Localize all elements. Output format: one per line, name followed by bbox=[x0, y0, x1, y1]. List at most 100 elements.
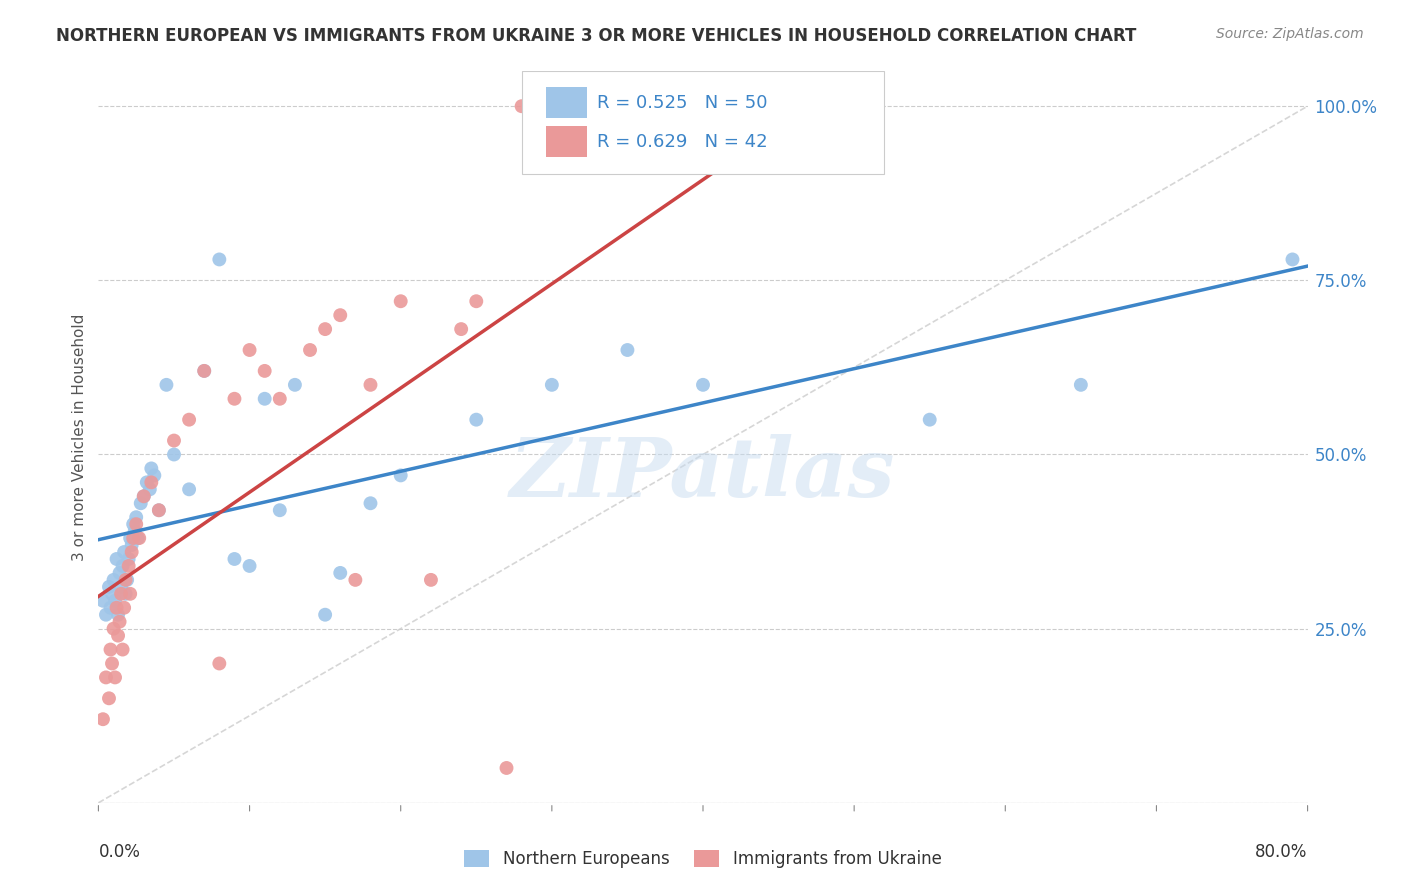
Point bbox=[141, 475, 163, 490]
Point bbox=[208, 252, 231, 267]
Text: R = 0.629   N = 42: R = 0.629 N = 42 bbox=[596, 133, 768, 151]
Point bbox=[108, 566, 131, 580]
Point bbox=[112, 600, 135, 615]
Point bbox=[118, 552, 141, 566]
Point bbox=[118, 558, 141, 573]
Point bbox=[360, 496, 382, 510]
Point bbox=[360, 377, 382, 392]
FancyBboxPatch shape bbox=[522, 71, 884, 174]
FancyBboxPatch shape bbox=[546, 126, 586, 157]
Point bbox=[114, 587, 136, 601]
Point bbox=[100, 600, 122, 615]
Point bbox=[299, 343, 322, 357]
Legend: Northern Europeans, Immigrants from Ukraine: Northern Europeans, Immigrants from Ukra… bbox=[458, 844, 948, 875]
Text: 80.0%: 80.0% bbox=[1256, 843, 1308, 861]
Point bbox=[121, 545, 143, 559]
Point bbox=[103, 573, 125, 587]
Point bbox=[420, 573, 443, 587]
Point bbox=[111, 642, 134, 657]
Point bbox=[179, 412, 201, 426]
Point bbox=[132, 489, 155, 503]
Point bbox=[692, 377, 714, 392]
Point bbox=[121, 538, 143, 552]
Point bbox=[465, 412, 488, 426]
Point bbox=[105, 600, 128, 615]
Point bbox=[122, 531, 145, 545]
Point bbox=[193, 364, 215, 378]
Point bbox=[100, 642, 122, 657]
Point bbox=[101, 657, 124, 671]
Point bbox=[155, 377, 177, 392]
Point bbox=[224, 552, 246, 566]
Point bbox=[110, 587, 132, 601]
Point bbox=[91, 712, 114, 726]
Point bbox=[104, 670, 127, 684]
Point bbox=[103, 622, 125, 636]
Point bbox=[510, 99, 533, 113]
Point bbox=[143, 468, 166, 483]
Point bbox=[239, 558, 262, 573]
Text: 0.0%: 0.0% bbox=[98, 843, 141, 861]
FancyBboxPatch shape bbox=[546, 87, 586, 118]
Point bbox=[108, 615, 131, 629]
Point bbox=[139, 483, 162, 497]
Point bbox=[239, 343, 262, 357]
Point bbox=[124, 524, 146, 538]
Point bbox=[269, 392, 291, 406]
Point bbox=[125, 517, 148, 532]
Text: ZIPatlas: ZIPatlas bbox=[510, 434, 896, 514]
Point bbox=[253, 364, 276, 378]
Point bbox=[540, 377, 562, 392]
Point bbox=[450, 322, 472, 336]
Point bbox=[112, 545, 135, 559]
Point bbox=[284, 377, 307, 392]
Point bbox=[94, 607, 117, 622]
Point bbox=[135, 475, 157, 490]
Point bbox=[127, 531, 149, 545]
Point bbox=[616, 343, 638, 357]
Point bbox=[1281, 252, 1303, 267]
Point bbox=[104, 594, 127, 608]
Point bbox=[253, 392, 276, 406]
Point bbox=[329, 566, 352, 580]
Point bbox=[344, 573, 367, 587]
Point bbox=[111, 558, 134, 573]
Point bbox=[125, 510, 148, 524]
Point bbox=[329, 308, 352, 322]
Point bbox=[114, 573, 136, 587]
Point bbox=[148, 503, 170, 517]
Point bbox=[1070, 377, 1092, 392]
Point bbox=[193, 364, 215, 378]
Text: NORTHERN EUROPEAN VS IMMIGRANTS FROM UKRAINE 3 OR MORE VEHICLES IN HOUSEHOLD COR: NORTHERN EUROPEAN VS IMMIGRANTS FROM UKR… bbox=[56, 27, 1136, 45]
Point bbox=[132, 489, 155, 503]
Point bbox=[107, 629, 129, 643]
Point bbox=[163, 448, 186, 462]
Point bbox=[208, 657, 231, 671]
Point bbox=[224, 392, 246, 406]
Point bbox=[98, 580, 121, 594]
Point bbox=[98, 691, 121, 706]
Point bbox=[465, 294, 488, 309]
Point bbox=[94, 670, 117, 684]
Point bbox=[389, 294, 412, 309]
Point bbox=[918, 412, 941, 426]
Point bbox=[389, 468, 412, 483]
Point bbox=[107, 607, 129, 622]
Point bbox=[129, 496, 152, 510]
Y-axis label: 3 or more Vehicles in Household: 3 or more Vehicles in Household bbox=[72, 313, 87, 561]
Point bbox=[105, 552, 128, 566]
Point bbox=[163, 434, 186, 448]
Point bbox=[110, 580, 132, 594]
Point bbox=[128, 531, 150, 545]
Point bbox=[141, 461, 163, 475]
Point bbox=[495, 761, 517, 775]
Point bbox=[148, 503, 170, 517]
Point bbox=[269, 503, 291, 517]
Point bbox=[314, 607, 336, 622]
Point bbox=[122, 517, 145, 532]
Text: R = 0.525   N = 50: R = 0.525 N = 50 bbox=[596, 94, 768, 112]
Point bbox=[314, 322, 336, 336]
Point bbox=[115, 573, 138, 587]
Point bbox=[101, 587, 124, 601]
Point bbox=[120, 587, 142, 601]
